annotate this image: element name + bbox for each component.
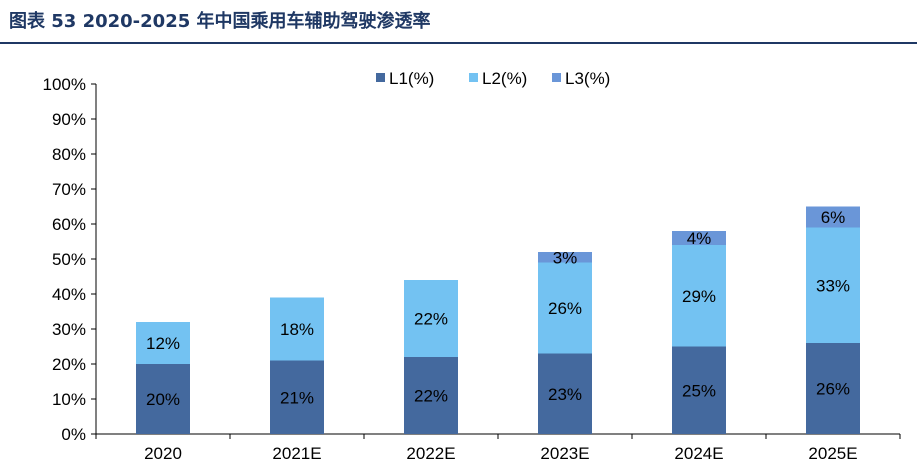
x-tick-label: 2024E — [674, 444, 723, 462]
legend-swatch — [552, 73, 561, 82]
bar-segment — [672, 245, 726, 347]
data-label: 23% — [548, 385, 582, 404]
data-label: 26% — [548, 299, 582, 318]
y-tick-label: 40% — [52, 285, 86, 304]
data-label: 22% — [414, 387, 448, 406]
legend-swatch — [376, 73, 385, 82]
legend-label: L1(%) — [389, 69, 434, 88]
y-tick-label: 0% — [61, 425, 86, 444]
y-tick-label: 100% — [43, 75, 86, 94]
bar-segment — [270, 360, 324, 434]
bar-segment — [136, 364, 190, 434]
bar-segment — [404, 357, 458, 434]
bar-segment — [136, 322, 190, 364]
bar-segment — [672, 346, 726, 434]
y-tick-label: 80% — [52, 145, 86, 164]
x-axis: 2020 2021E 2022E 2023E 2024E 2025E — [95, 433, 901, 462]
bar-segment — [806, 227, 860, 343]
data-label: 22% — [414, 310, 448, 329]
bar-segment — [270, 297, 324, 361]
y-tick-label: 60% — [52, 215, 86, 234]
bars: 20% 12% 21% 18% 22% 22% 23% 26% 3% 25% 29% 4% 26% 33%… — [136, 206, 860, 434]
bar-segment — [806, 206, 860, 228]
y-tick-label: 70% — [52, 180, 86, 199]
x-tick-label: 2020 — [144, 444, 182, 462]
y-axis: 0% 10% 20% 30% 40% 50% 60% 70% 80% 90% 100% — [43, 75, 97, 444]
data-label: 29% — [682, 287, 716, 306]
data-label: 20% — [146, 390, 180, 409]
legend-label: L2(%) — [482, 69, 527, 88]
title-rule — [0, 42, 917, 44]
y-tick-label: 20% — [52, 355, 86, 374]
bar-segment — [538, 353, 592, 434]
x-tick-label: 2023E — [540, 444, 589, 462]
data-label: 6% — [821, 208, 846, 227]
data-label: 4% — [687, 229, 712, 248]
data-label: 21% — [280, 388, 314, 407]
bar-segment — [404, 280, 458, 357]
data-label: 25% — [682, 381, 716, 400]
bar-segment — [672, 231, 726, 245]
data-label: 26% — [816, 380, 850, 399]
data-label: 3% — [553, 248, 578, 267]
legend-swatch — [469, 73, 478, 82]
data-label: 12% — [146, 334, 180, 353]
bar-segment — [806, 343, 860, 434]
figure-title: 图表 53 2020-2025 年中国乘用车辅助驾驶渗透率 — [9, 11, 431, 32]
y-tick-label: 90% — [52, 110, 86, 129]
legend-label: L3(%) — [565, 69, 610, 88]
x-tick-label: 2025E — [808, 444, 857, 462]
data-label: 18% — [280, 320, 314, 339]
legend: L1(%) L2(%) L3(%) — [376, 69, 610, 88]
bar-segment — [538, 262, 592, 354]
bar-segment — [538, 252, 592, 263]
x-tick-label: 2022E — [406, 444, 455, 462]
data-label: 33% — [816, 276, 850, 295]
y-tick-label: 10% — [52, 390, 86, 409]
x-tick-label: 2021E — [272, 444, 321, 462]
y-tick-label: 30% — [52, 320, 86, 339]
y-tick-label: 50% — [52, 250, 86, 269]
